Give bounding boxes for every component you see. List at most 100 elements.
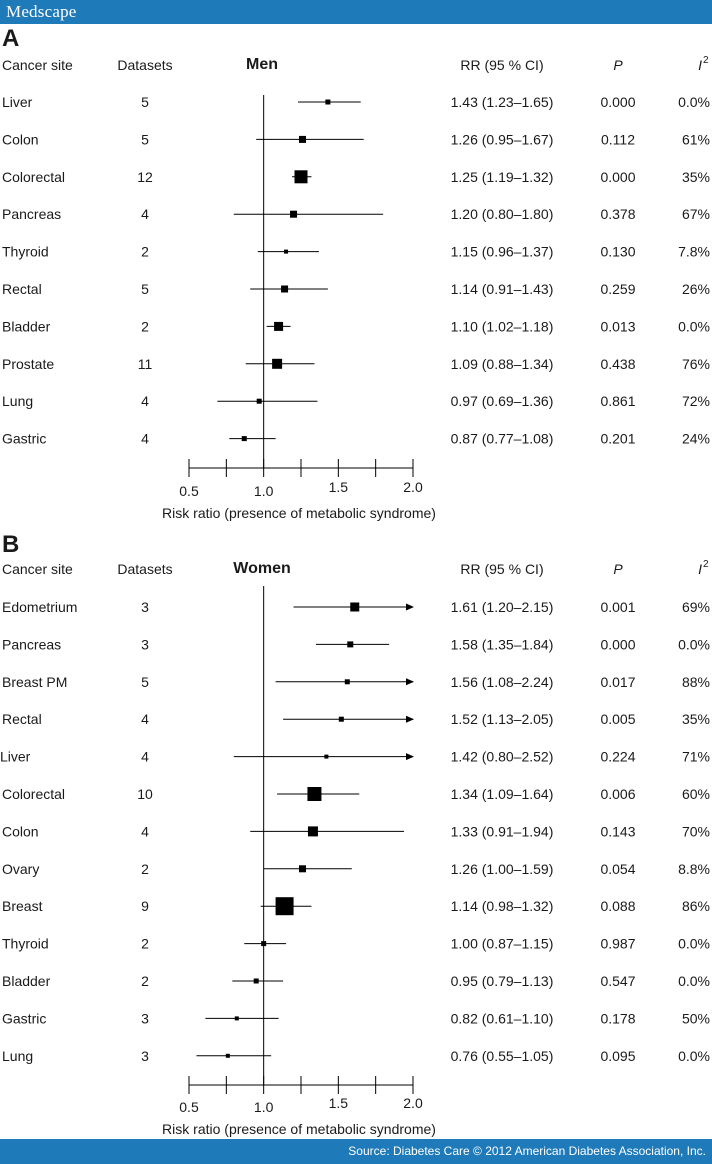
panel-b-row-colon-i2: 70% (682, 823, 710, 839)
panel-a-row-bladder-i2: 0.0% (678, 318, 710, 334)
panel-a-row-bladder-p-value: 0.013 (600, 318, 635, 334)
panel-a-row-liver-rr-ci: 1.43 (1.23–1.65) (451, 94, 554, 110)
panel-b-tick-label-3: 2.0 (403, 1095, 423, 1111)
panel-b-row-liver-p-value: 0.224 (600, 749, 635, 765)
panel-b-row-ovary-p-value: 0.054 (600, 861, 635, 877)
panel-b-row-bladder-point-estimate (253, 978, 259, 984)
panel-a-row-colorectal-site: Colorectal (2, 169, 65, 185)
panel-b-row-breast-i2: 86% (682, 898, 710, 914)
panel-b-row-pancreas-i2: 0.0% (678, 636, 710, 652)
panel-b-row-ovary-site: Ovary (2, 861, 39, 877)
panel-b-row-gastric-site: Gastric (2, 1010, 46, 1026)
panel-b-row-thyroid-datasets: 2 (141, 936, 149, 952)
panel-a-letter: A (2, 25, 19, 52)
panel-b-row-breast-pm-i2: 88% (682, 674, 710, 690)
panel-a-row-gastric-point-estimate (241, 436, 247, 442)
panel-b-row-edometrium-site: Edometrium (2, 599, 77, 615)
panel-b-tick-label-0: 0.5 (179, 1099, 199, 1115)
panel-b-row-breast-datasets: 9 (141, 898, 149, 914)
panel-b-row-pancreas-p-value: 0.000 (600, 636, 635, 652)
panel-a-row-liver-datasets: 5 (141, 94, 149, 110)
panel-a-row-lung-site: Lung (2, 393, 33, 409)
panel-a-row-liver-point-estimate (325, 99, 331, 105)
panel-b-row-rectal-rr-ci: 1.52 (1.13–2.05) (451, 711, 554, 727)
panel-a-row-liver-i2: 0.0% (678, 94, 710, 110)
panel-a-row-colon-site: Colon (2, 131, 39, 147)
panel-a-row-prostate-i2: 76% (682, 356, 710, 372)
panel-b-row-thyroid-rr-ci: 1.00 (0.87–1.15) (451, 936, 554, 952)
panel-b-row-breast-site: Breast (2, 898, 43, 914)
panel-b-row-thyroid-point-estimate (261, 941, 267, 947)
panel-b-row-liver-point-estimate (324, 754, 329, 759)
panel-a-row-gastric-rr-ci: 0.87 (0.77–1.08) (451, 431, 554, 447)
panel-a-header-site: Cancer site (2, 57, 73, 73)
panel-b-row-colon-site: Colon (2, 823, 39, 839)
panel-a-header-rr: RR (95 % CI) (460, 57, 543, 73)
panel-b-row-rectal-site: Rectal (2, 711, 42, 727)
footer-bar: Source: Diabetes Care © 2012 American Di… (0, 1139, 712, 1164)
panel-a-row-rectal-site: Rectal (2, 281, 42, 297)
panel-b-letter: B (2, 531, 19, 558)
panel-a-row-lung-p-value: 0.861 (600, 393, 635, 409)
panel-a-row-colorectal-datasets: 12 (137, 169, 153, 185)
panel-a-row-bladder-site: Bladder (2, 318, 51, 334)
panel-b-row-edometrium-ci-arrow (406, 603, 414, 611)
panel-b-row-colon-point-estimate (307, 826, 318, 837)
panel-a-header-i2: I (698, 57, 702, 73)
panel-b-row-thyroid-p-value: 0.987 (600, 936, 635, 952)
panel-b-row-liver-datasets: 4 (141, 749, 149, 765)
panel-b-row-breast-p-value: 0.088 (600, 898, 635, 914)
panel-b-row-edometrium-p-value: 0.001 (600, 599, 635, 615)
panel-b-row-lung-site: Lung (2, 1048, 33, 1064)
panel-a-row-rectal-p-value: 0.259 (600, 281, 635, 297)
panel-a-header-datasets: Datasets (117, 57, 172, 73)
panel-b-header-datasets: Datasets (117, 561, 172, 577)
panel-b-row-lung-p-value: 0.095 (600, 1048, 635, 1064)
panel-a-row-colon-rr-ci: 1.26 (0.95–1.67) (451, 131, 554, 147)
panel-a-row-colorectal-p-value: 0.000 (600, 169, 635, 185)
panel-a-row-colorectal-point-estimate (294, 170, 308, 184)
panel-a-x-axis-label: Risk ratio (presence of metabolic syndro… (162, 505, 436, 521)
panel-b-row-ovary-datasets: 2 (141, 861, 149, 877)
panel-a-header-i2-sup: 2 (703, 55, 709, 66)
panel-b-row-breast-pm-rr-ci: 1.56 (1.08–2.24) (451, 674, 554, 690)
panel-a-row-pancreas-site: Pancreas (2, 206, 61, 222)
panel-a-row-lung-rr-ci: 0.97 (0.69–1.36) (451, 393, 554, 409)
panel-a-row-bladder-datasets: 2 (141, 318, 149, 334)
panel-b-tick-label-1: 1.0 (254, 1099, 274, 1115)
panel-a-row-pancreas-i2: 67% (682, 206, 710, 222)
panel-a-tick-label-1: 1.0 (254, 483, 274, 499)
panel-a-row-colon-datasets: 5 (141, 131, 149, 147)
panel-b-row-pancreas-rr-ci: 1.58 (1.35–1.84) (451, 636, 554, 652)
panel-b-row-lung-datasets: 3 (141, 1048, 149, 1064)
panel-a-header-p: P (613, 57, 623, 73)
panel-b-header-rr: RR (95 % CI) (460, 561, 543, 577)
panel-a-row-bladder-rr-ci: 1.10 (1.02–1.18) (451, 318, 554, 334)
panel-a-row-bladder-point-estimate (274, 321, 284, 331)
panel-a-row-colorectal-rr-ci: 1.25 (1.19–1.32) (451, 169, 554, 185)
panel-b-row-edometrium-datasets: 3 (141, 599, 149, 615)
panel-b-row-lung-point-estimate (225, 1053, 230, 1058)
panel-a-row-liver-site: Liver (2, 94, 33, 110)
panel-b-row-colon-rr-ci: 1.33 (0.91–1.94) (451, 823, 554, 839)
panel-a-row-lung-datasets: 4 (141, 393, 149, 409)
panel-b-row-bladder-datasets: 2 (141, 973, 149, 989)
panel-b-row-breast-point-estimate (275, 897, 294, 916)
panel-b-row-breast-pm-ci-arrow (406, 678, 414, 686)
panel-b-header-i2: I (698, 561, 702, 577)
panel-a-row-rectal-datasets: 5 (141, 281, 149, 297)
panel-a-row-gastric-i2: 24% (682, 431, 710, 447)
panel-a-row-thyroid-datasets: 2 (141, 244, 149, 260)
panel-b-row-breast-pm-site: Breast PM (2, 674, 67, 690)
panel-b-row-gastric-p-value: 0.178 (600, 1010, 635, 1026)
panel-b-row-breast-pm-p-value: 0.017 (600, 674, 635, 690)
panel-b-tick-label-2: 1.5 (329, 1095, 349, 1111)
panel-b-row-breast-pm-datasets: 5 (141, 674, 149, 690)
panel-b-group-title: Women (233, 560, 290, 577)
panel-a-row-colon-p-value: 0.112 (601, 131, 635, 147)
panel-b-row-edometrium-rr-ci: 1.61 (1.20–2.15) (451, 599, 554, 615)
panel-a-row-rectal-point-estimate (281, 285, 289, 293)
panel-a-row-prostate-point-estimate (272, 358, 283, 369)
panel-a-row-gastric-site: Gastric (2, 431, 46, 447)
